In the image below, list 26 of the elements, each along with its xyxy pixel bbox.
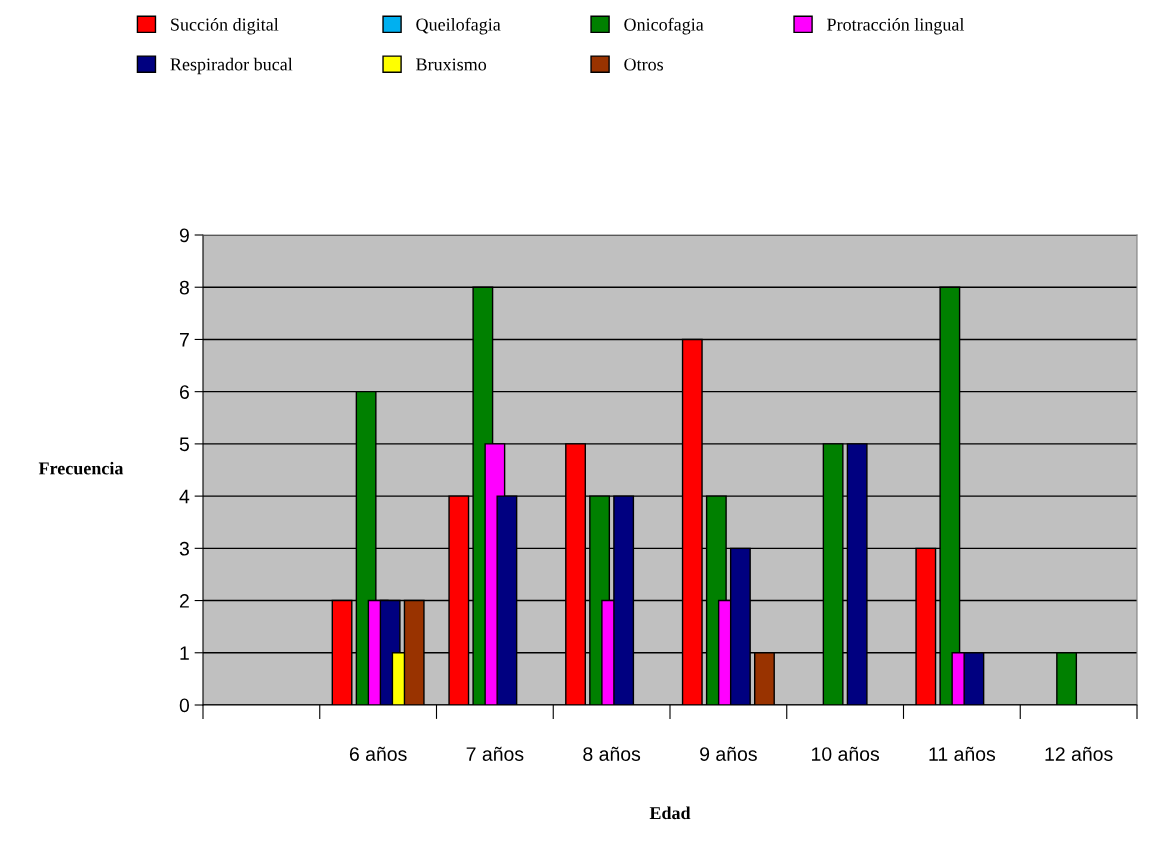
y-tick-label: 0 <box>179 698 190 713</box>
legend-label: Protracción lingual <box>827 17 965 35</box>
y-tick-label: 9 <box>179 228 189 243</box>
legend-label: Bruxismo <box>416 58 487 71</box>
x-tick-label: 10 años <box>812 746 880 761</box>
y-tick-label: 6 <box>179 385 189 399</box>
x-tick-label: 12 años <box>1045 746 1113 761</box>
x-axis-title: Edad <box>649 806 691 820</box>
y-tick-label: 7 <box>179 333 189 347</box>
x-tick-label: 6 años <box>349 746 407 761</box>
y-tick-label: 4 <box>179 489 190 504</box>
x-tick-label: 11 años <box>929 746 996 761</box>
legend-label: Otros <box>624 58 664 71</box>
legend-label: Onicofagia <box>624 17 704 35</box>
x-tick-label: 8 años <box>583 746 641 761</box>
legend-label: Queilofagia <box>416 17 501 35</box>
y-tick-label: 8 <box>179 280 189 295</box>
x-tick-label: 9 años <box>700 746 757 761</box>
y-axis-title: Frecuencia <box>38 461 124 475</box>
y-tick-label: 2 <box>179 594 189 608</box>
y-tick-label: 3 <box>179 541 189 556</box>
legend-label: Succión digital <box>171 17 279 35</box>
y-tick-label: 1 <box>180 646 189 660</box>
legend-label: Respirador bucal <box>170 57 293 75</box>
y-tick-label: 5 <box>179 437 189 452</box>
x-tick-label: 7 años <box>466 746 524 761</box>
